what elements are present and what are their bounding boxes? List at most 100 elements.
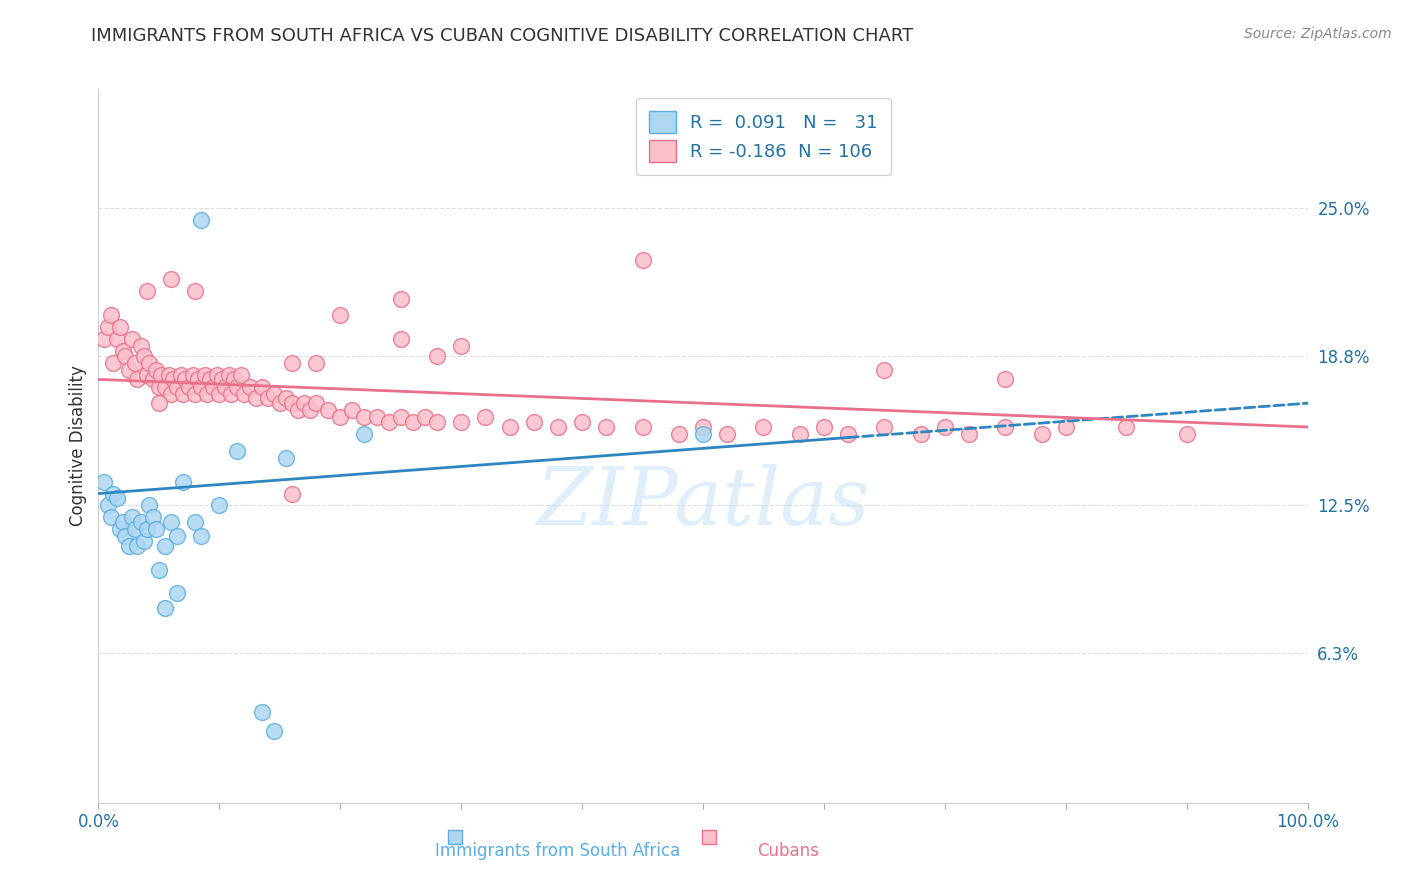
Point — [129, 339, 152, 353]
Point — [281, 396, 304, 410]
Point — [135, 285, 157, 299]
Point — [111, 343, 134, 358]
Point — [100, 510, 122, 524]
Point — [101, 486, 124, 500]
Point — [474, 410, 496, 425]
Point — [1115, 420, 1137, 434]
Point — [195, 386, 218, 401]
Point — [221, 386, 243, 401]
Point — [184, 515, 207, 529]
Point — [450, 415, 472, 429]
Point — [402, 415, 425, 429]
Point — [118, 539, 141, 553]
Y-axis label: Cognitive Disability: Cognitive Disability — [69, 366, 87, 526]
Point — [127, 539, 149, 553]
Point — [184, 285, 207, 299]
Point — [108, 320, 131, 334]
Point — [353, 410, 375, 425]
Point — [547, 420, 569, 434]
Point — [299, 403, 322, 417]
Point — [145, 522, 167, 536]
Point — [692, 420, 714, 434]
Point — [837, 427, 859, 442]
Point — [450, 339, 472, 353]
Legend: R =  0.091   N =   31, R = -0.186  N = 106: R = 0.091 N = 31, R = -0.186 N = 106 — [637, 98, 890, 175]
Point — [631, 253, 654, 268]
Text: Source: ZipAtlas.com: Source: ZipAtlas.com — [1244, 27, 1392, 41]
Point — [134, 534, 156, 549]
Point — [239, 379, 262, 393]
Point — [305, 356, 328, 370]
Point — [377, 415, 399, 429]
Point — [138, 356, 160, 370]
Point — [157, 368, 180, 382]
Point — [245, 392, 267, 406]
Point — [138, 499, 160, 513]
Point — [910, 427, 932, 442]
Point — [994, 372, 1017, 386]
Point — [389, 332, 412, 346]
Point — [873, 363, 896, 377]
Point — [274, 392, 297, 406]
Point — [229, 368, 252, 382]
Point — [226, 379, 249, 393]
Point — [134, 349, 156, 363]
Point — [305, 396, 328, 410]
Point — [97, 320, 120, 334]
Point — [174, 372, 197, 386]
Point — [114, 529, 136, 543]
Point — [226, 443, 249, 458]
Point — [148, 563, 170, 577]
Point — [389, 410, 412, 425]
Point — [523, 415, 546, 429]
Point — [342, 403, 364, 417]
Point — [160, 272, 183, 286]
Point — [172, 386, 194, 401]
Point — [127, 372, 149, 386]
Point — [426, 415, 449, 429]
Point — [329, 410, 352, 425]
Point — [426, 349, 449, 363]
Point — [124, 522, 146, 536]
Point — [208, 499, 231, 513]
Point — [129, 515, 152, 529]
Point — [187, 372, 209, 386]
Point — [1175, 427, 1198, 442]
Point — [148, 379, 170, 393]
Point — [121, 332, 143, 346]
Point — [316, 403, 339, 417]
Point — [281, 356, 304, 370]
Point — [101, 356, 124, 370]
Point — [595, 420, 617, 434]
Point — [208, 386, 231, 401]
Point — [153, 600, 176, 615]
Point — [668, 427, 690, 442]
Point — [934, 420, 956, 434]
Point — [287, 403, 309, 417]
Point — [172, 475, 194, 489]
Point — [873, 420, 896, 434]
Point — [752, 420, 775, 434]
Point — [93, 332, 115, 346]
Point — [957, 427, 980, 442]
Point — [274, 450, 297, 465]
Point — [166, 586, 188, 600]
Text: IMMIGRANTS FROM SOUTH AFRICA VS CUBAN COGNITIVE DISABILITY CORRELATION CHART: IMMIGRANTS FROM SOUTH AFRICA VS CUBAN CO… — [91, 27, 914, 45]
Point — [142, 510, 165, 524]
Point — [135, 368, 157, 382]
Point — [263, 386, 285, 401]
Point — [181, 368, 204, 382]
Point — [1031, 427, 1053, 442]
Point — [97, 499, 120, 513]
Point — [250, 379, 273, 393]
Point — [169, 368, 191, 382]
Point — [205, 368, 228, 382]
Text: ZIPatlas: ZIPatlas — [536, 465, 870, 541]
Point — [114, 349, 136, 363]
Point — [198, 372, 221, 386]
Point — [202, 379, 225, 393]
Point — [292, 396, 315, 410]
Point — [263, 724, 285, 739]
Point — [145, 363, 167, 377]
Point — [179, 379, 201, 393]
